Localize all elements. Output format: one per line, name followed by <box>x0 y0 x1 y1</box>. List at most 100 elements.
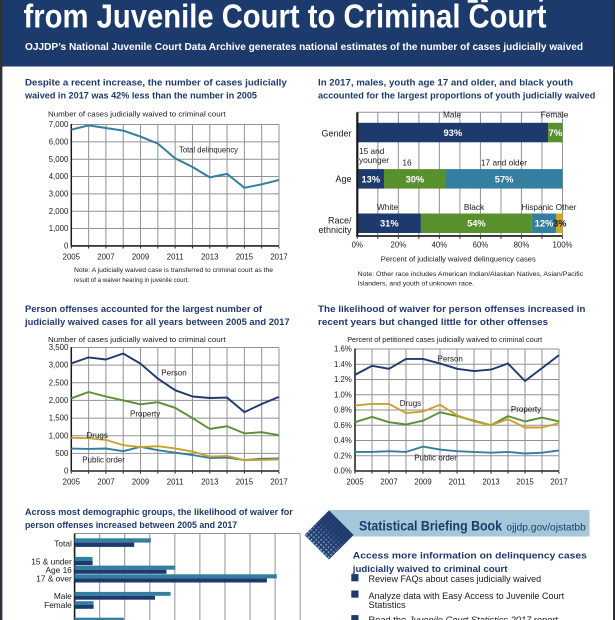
svg-text:2017: 2017 <box>550 477 567 486</box>
svg-text:2,000: 2,000 <box>49 396 69 405</box>
svg-text:White: White <box>377 202 399 212</box>
svg-text:person offenses increased betw: person offenses increased between 2005 a… <box>25 520 237 530</box>
svg-text:Analyze data with Easy Access: Analyze data with Easy Access to Juvenil… <box>369 591 565 601</box>
svg-text:accounted for the largest prop: accounted for the largest proportions of… <box>318 91 596 101</box>
svg-text:1.2%: 1.2% <box>334 375 352 384</box>
svg-text:7,000: 7,000 <box>49 120 69 129</box>
svg-text:Public order: Public order <box>414 454 457 463</box>
svg-text:2015: 2015 <box>236 477 254 486</box>
svg-text:OJJDP’s National Juvenile Cour: OJJDP’s National Juvenile Court Data Arc… <box>25 41 583 53</box>
svg-text:waived in 2017 was 42% less th: waived in 2017 was 42% less than the num… <box>24 91 257 101</box>
svg-text:1,500: 1,500 <box>49 414 69 423</box>
svg-text:3,500: 3,500 <box>49 343 69 352</box>
svg-text:Number of cases judicially wai: Number of cases judicially waived to cri… <box>48 109 227 118</box>
svg-text:5,000: 5,000 <box>49 155 69 164</box>
svg-text:ojjdp.gov/ojstatbb: ojjdp.gov/ojstatbb <box>506 522 586 534</box>
svg-text:0: 0 <box>64 467 69 476</box>
svg-text:2013: 2013 <box>482 477 499 486</box>
svg-text:Race/: Race/ <box>328 216 352 226</box>
svg-text:93%: 93% <box>443 128 462 138</box>
svg-text:2007: 2007 <box>380 477 397 486</box>
svg-text:Access more information on del: Access more information on delinquency c… <box>353 550 587 560</box>
svg-text:In 2017, males, youth age 17 a: In 2017, males, youth age 17 and older, … <box>318 77 573 87</box>
svg-text:Age: Age <box>335 174 351 184</box>
svg-text:Review FAQs about cases judici: Review FAQs about cases judicially waive… <box>369 574 542 584</box>
svg-text:2011: 2011 <box>167 252 184 261</box>
svg-text:2009: 2009 <box>414 477 431 486</box>
svg-text:Across most demographic groups: Across most demographic groups, the like… <box>25 507 293 517</box>
svg-text:Statistical Briefing Book: Statistical Briefing Book <box>359 518 502 534</box>
svg-text:Gender: Gender <box>321 128 351 138</box>
svg-text:3,000: 3,000 <box>49 361 69 370</box>
svg-text:Property: Property <box>130 410 160 419</box>
svg-text:40%: 40% <box>432 241 448 250</box>
svg-text:Female: Female <box>541 110 569 120</box>
svg-text:Drugs: Drugs <box>87 431 108 440</box>
svg-text:12%: 12% <box>535 219 554 229</box>
svg-text:Islanders, and youth of unknow: Islanders, and youth of unknown race. <box>358 281 475 288</box>
svg-text:Female: Female <box>44 600 72 610</box>
svg-text:result of a waiver hearing in: result of a waiver hearing in juvenile c… <box>74 277 189 284</box>
svg-text:Person offenses accounted for: Person offenses accounted for the larges… <box>25 304 263 314</box>
svg-text:80%: 80% <box>514 241 530 250</box>
svg-text:0.6%: 0.6% <box>334 421 352 430</box>
svg-text:Total delinquency: Total delinquency <box>179 145 238 154</box>
svg-text:31%: 31% <box>380 219 399 229</box>
svg-text:2013: 2013 <box>201 252 218 261</box>
svg-text:recent years but changed littl: recent years but changed little for othe… <box>318 317 548 327</box>
svg-text:2011: 2011 <box>449 477 466 486</box>
svg-text:1.6%: 1.6% <box>334 345 352 354</box>
svg-text:Percent of judicially waived d: Percent of judicially waived delinquency… <box>381 255 536 264</box>
svg-text:0%: 0% <box>352 241 363 250</box>
svg-text:57%: 57% <box>495 174 514 184</box>
svg-text:judicially waived to criminal: judicially waived to criminal court <box>352 564 508 574</box>
svg-text:0.8%: 0.8% <box>334 406 352 415</box>
svg-text:Hispanic: Hispanic <box>521 202 553 212</box>
svg-text:Note: A judicially waived case: Note: A judicially waived case is transf… <box>74 267 273 274</box>
svg-text:Read the Juvenile Court Statis: Read the Juvenile Court Statistics 2017 … <box>369 615 559 620</box>
svg-text:Number of cases judicially wai: Number of cases judicially waived to cri… <box>48 335 227 344</box>
svg-text:Total: Total <box>54 538 72 548</box>
svg-text:ethnicity: ethnicity <box>318 225 352 235</box>
svg-text:13%: 13% <box>361 174 380 184</box>
svg-text:Despite a recent increase, the: Despite a recent increase, the number of… <box>25 77 288 87</box>
svg-text:7%: 7% <box>549 128 563 138</box>
svg-text:2,000: 2,000 <box>49 207 69 216</box>
svg-text:15 and: 15 and <box>359 146 385 156</box>
svg-text:Property: Property <box>511 405 541 414</box>
svg-text:3%: 3% <box>553 219 567 229</box>
svg-text:judicially waived cases for al: judicially waived cases for all years be… <box>24 317 290 327</box>
svg-text:Person: Person <box>161 369 186 378</box>
svg-text:0.0%: 0.0% <box>334 467 352 476</box>
svg-text:2015: 2015 <box>236 252 254 261</box>
svg-text:Statistics: Statistics <box>369 600 407 610</box>
svg-text:Public order: Public order <box>82 455 125 464</box>
svg-text:100%: 100% <box>553 241 573 250</box>
svg-text:2005: 2005 <box>63 477 81 486</box>
svg-text:Person: Person <box>438 355 463 364</box>
svg-text:Percent of petitioned cases ju: Percent of petitioned cases judicially w… <box>347 335 542 344</box>
svg-text:4,000: 4,000 <box>49 172 69 181</box>
svg-text:2017: 2017 <box>270 477 287 486</box>
svg-text:Drugs: Drugs <box>400 399 421 408</box>
svg-text:Black: Black <box>464 202 485 212</box>
svg-text:500: 500 <box>55 449 69 458</box>
svg-text:30%: 30% <box>406 174 425 184</box>
svg-text:from Juvenile Court to Crimina: from Juvenile Court to Criminal Court <box>24 0 547 35</box>
svg-text:2011: 2011 <box>167 477 184 486</box>
svg-text:17 and older: 17 and older <box>481 158 527 168</box>
svg-text:0.2%: 0.2% <box>334 451 352 460</box>
svg-text:2005: 2005 <box>63 252 81 261</box>
svg-text:Other: Other <box>556 202 577 212</box>
svg-text:younger: younger <box>359 155 389 165</box>
svg-text:20%: 20% <box>391 241 407 250</box>
svg-text:2009: 2009 <box>132 252 149 261</box>
svg-text:0.4%: 0.4% <box>334 436 352 445</box>
svg-text:15 & under: 15 & under <box>31 556 72 566</box>
svg-text:6,000: 6,000 <box>49 137 69 146</box>
svg-text:2013: 2013 <box>201 477 218 486</box>
svg-text:54%: 54% <box>467 219 486 229</box>
svg-text:2015: 2015 <box>516 477 534 486</box>
svg-text:1.4%: 1.4% <box>334 360 352 369</box>
svg-text:Age 16: Age 16 <box>46 565 73 575</box>
